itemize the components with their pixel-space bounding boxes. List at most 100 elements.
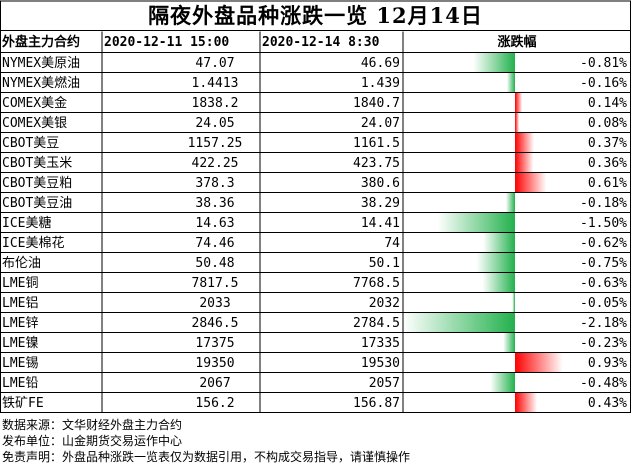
row-prev-price: 50.48 [195, 256, 234, 271]
row-name: 铁矿FE [2, 396, 44, 411]
change-bar [476, 253, 515, 272]
row-prev-price: 1157.25 [188, 136, 243, 151]
row-curr-price: 19530 [361, 356, 400, 371]
change-bar [515, 133, 534, 152]
row-prev-price: 24.05 [195, 116, 234, 131]
row-curr-price: 38.29 [361, 196, 400, 211]
row-name: NYMEX美燃油 [2, 75, 80, 91]
row-name: LME锌 [2, 316, 38, 331]
row-prev-price: 378.3 [195, 176, 234, 191]
change-bar [437, 213, 515, 232]
row-change-label: -0.81% [580, 56, 627, 71]
row-name: CBOT美豆油 [2, 196, 72, 211]
change-bar [515, 393, 538, 412]
change-bar [482, 273, 515, 292]
note-publisher-key: 发布单位： [2, 434, 63, 448]
row-change-label: -0.62% [580, 236, 627, 251]
row-name: LME铜 [2, 276, 38, 291]
change-bar [473, 53, 515, 72]
column-header: 涨跌幅 [496, 34, 536, 50]
row-prev-price: 17375 [195, 336, 234, 351]
row-prev-price: 2846.5 [192, 316, 239, 331]
row-change-label: -0.48% [580, 376, 627, 391]
row-name: COMEX美金 [2, 95, 67, 111]
row-prev-price: 14.63 [195, 216, 234, 231]
note-disclaimer-key: 免责声明： [2, 450, 63, 464]
row-change-label: -0.23% [580, 336, 627, 351]
note-source-key: 数据来源： [2, 418, 63, 432]
row-change-label: 0.14% [588, 96, 627, 111]
change-bar [483, 233, 515, 252]
row-curr-price: 380.6 [361, 176, 400, 191]
row-curr-price: 156.87 [353, 396, 400, 411]
row-name: CBOT美玉米 [2, 156, 72, 171]
row-change-label: -0.63% [580, 276, 627, 291]
row-curr-price: 2032 [369, 296, 400, 311]
row-prev-price: 7817.5 [192, 276, 239, 291]
row-name: LME镍 [2, 336, 38, 351]
change-bar [403, 313, 515, 332]
row-name: CBOT美豆粕 [2, 176, 72, 191]
change-bar [505, 193, 515, 212]
row-name: ICE美棉花 [2, 235, 64, 251]
row-change-label: -1.50% [580, 216, 627, 231]
row-prev-price: 38.36 [195, 196, 234, 211]
note-disclaimer-value: 外盘品种涨跌一览表仅为数据引用，不构成交易指导，请谨慎操作 [62, 450, 411, 464]
row-change-label: -0.18% [580, 196, 627, 211]
change-bar [515, 173, 547, 192]
row-curr-price: 7768.5 [353, 276, 400, 291]
row-name: NYMEX美原油 [2, 56, 80, 71]
change-bar [515, 93, 523, 112]
row-curr-price: 74 [384, 236, 400, 251]
row-curr-price: 1840.7 [353, 96, 400, 111]
row-name: LME铝 [2, 296, 38, 311]
row-prev-price: 1.4413 [192, 76, 239, 91]
row-curr-price: 17335 [361, 336, 400, 351]
row-prev-price: 422.25 [192, 156, 239, 171]
note-source-value: 文华财经外盘主力合约 [62, 418, 183, 432]
note-publisher: 发布单位：山金期货交易运作中心 [2, 432, 182, 449]
row-curr-price: 1161.5 [353, 136, 400, 151]
row-prev-price: 19350 [195, 356, 234, 371]
row-name: COMEX美银 [2, 116, 67, 131]
row-curr-price: 24.07 [361, 116, 400, 131]
row-change-label: 0.61% [588, 176, 627, 191]
row-curr-price: 14.41 [361, 216, 400, 231]
change-bar [503, 333, 515, 352]
change-bar [490, 373, 515, 392]
column-header: 外盘主力合约 [1, 34, 80, 50]
row-change-label: 0.43% [588, 396, 627, 411]
row-name: LME铅 [2, 376, 38, 391]
change-bar [515, 353, 563, 372]
row-change-label: 0.93% [588, 356, 627, 371]
row-name: LME锡 [2, 356, 38, 371]
row-curr-price: 423.75 [353, 156, 400, 171]
row-prev-price: 47.07 [195, 56, 234, 71]
row-change-label: -2.18% [580, 316, 627, 331]
row-name: 布伦油 [2, 256, 41, 271]
row-prev-price: 2033 [199, 296, 230, 311]
row-curr-price: 2057 [369, 376, 400, 391]
row-prev-price: 2067 [199, 376, 230, 391]
row-name: CBOT美豆 [2, 136, 59, 151]
row-change-label: 0.08% [588, 116, 627, 131]
row-curr-price: 46.69 [361, 56, 400, 71]
change-bar [515, 153, 534, 172]
row-change-label: 0.37% [588, 136, 627, 151]
note-source: 数据来源：文华财经外盘主力合约 [2, 416, 182, 433]
row-curr-price: 50.1 [369, 256, 400, 271]
row-prev-price: 156.2 [195, 396, 234, 411]
change-bar [515, 113, 520, 132]
note-publisher-value: 山金期货交易运作中心 [62, 434, 183, 448]
change-bar [506, 73, 515, 92]
column-header: 2020-12-11 15:00 [104, 35, 229, 50]
change-bar [512, 293, 515, 312]
row-name: ICE美糖 [2, 215, 51, 231]
row-change-label: -0.05% [580, 296, 627, 311]
row-change-label: 0.36% [588, 156, 627, 171]
row-change-label: -0.75% [580, 256, 627, 271]
row-prev-price: 1838.2 [192, 96, 239, 111]
column-header: 2020-12-14 8:30 [262, 35, 380, 50]
